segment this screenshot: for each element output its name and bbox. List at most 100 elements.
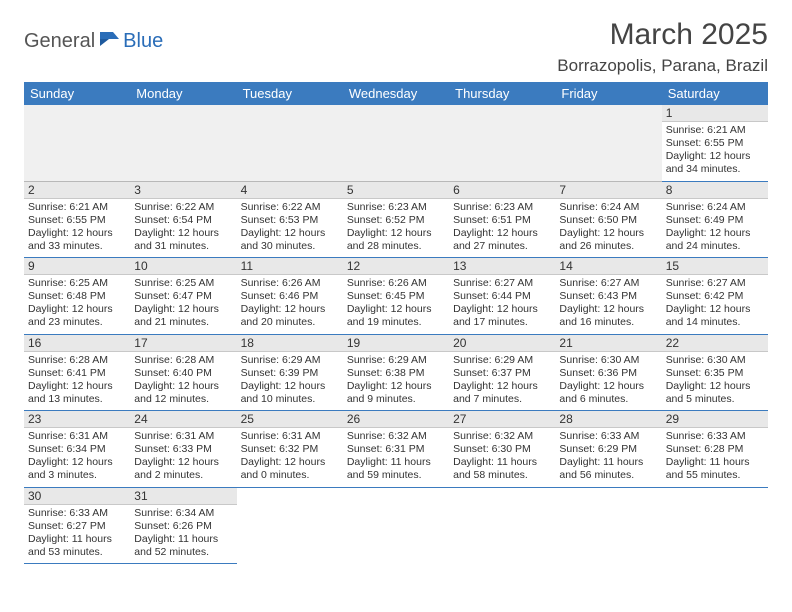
calendar-cell: 9Sunrise: 6:25 AMSunset: 6:48 PMDaylight… [24, 258, 130, 335]
day-number: 6 [449, 182, 555, 199]
sunset-line: Sunset: 6:55 PM [28, 214, 126, 227]
sunrise-line: Sunrise: 6:30 AM [666, 354, 764, 367]
sunset-line: Sunset: 6:32 PM [241, 443, 339, 456]
weekday-header: Sunday [24, 82, 130, 105]
calendar-cell: 2Sunrise: 6:21 AMSunset: 6:55 PMDaylight… [24, 181, 130, 258]
calendar-cell: 24Sunrise: 6:31 AMSunset: 6:33 PMDayligh… [130, 411, 236, 488]
sunset-line: Sunset: 6:46 PM [241, 290, 339, 303]
sunset-line: Sunset: 6:29 PM [559, 443, 657, 456]
sunset-line: Sunset: 6:36 PM [559, 367, 657, 380]
calendar-cell: 20 Sunrise: 6:29 AMSunset: 6:37 PMDayligh… [449, 334, 555, 411]
sunset-line: Sunset: 6:42 PM [666, 290, 764, 303]
calendar-cell: 23 Sunrise: 6:31 AMSunset: 6:34 PMDayligh… [24, 411, 130, 488]
daylight-line: Daylight: 12 hours and 2 minutes. [134, 456, 232, 482]
daylight-line: Daylight: 12 hours and 7 minutes. [453, 380, 551, 406]
daylight-line: Daylight: 11 hours and 52 minutes. [134, 533, 232, 559]
calendar-cell: 7Sunrise: 6:24 AMSunset: 6:50 PMDaylight… [555, 181, 661, 258]
day-number: 2 [24, 182, 130, 199]
sunrise-line: Sunrise: 6:27 AM [559, 277, 657, 290]
location: Borrazopolis, Parana, Brazil [557, 56, 768, 76]
day-number: 31 [130, 488, 236, 505]
sunset-line: Sunset: 6:38 PM [347, 367, 445, 380]
daylight-line: Daylight: 12 hours and 12 minutes. [134, 380, 232, 406]
sunrise-line: Sunrise: 6:26 AM [241, 277, 339, 290]
calendar-cell [555, 105, 661, 181]
logo: General Blue [24, 18, 163, 53]
daylight-line: Daylight: 12 hours and 16 minutes. [559, 303, 657, 329]
calendar-cell: 11Sunrise: 6:26 AMSunset: 6:46 PMDayligh… [237, 258, 343, 335]
calendar-cell: 27Sunrise: 6:32 AMSunset: 6:30 PMDayligh… [449, 411, 555, 488]
day-number: 3 [130, 182, 236, 199]
calendar-cell: 15 Sunrise: 6:27 AMSunset: 6:42 PMDayligh… [662, 258, 768, 335]
sunset-line: Sunset: 6:31 PM [347, 443, 445, 456]
day-number: 22 [662, 335, 768, 352]
day-number: 19 [343, 335, 449, 352]
day-number: 20 [449, 335, 555, 352]
title-block: March 2025 Borrazopolis, Parana, Brazil [557, 18, 768, 76]
calendar-cell: 29Sunrise: 6:33 AMSunset: 6:28 PMDayligh… [662, 411, 768, 488]
day-number: 10 [130, 258, 236, 275]
daylight-line: Daylight: 12 hours and 9 minutes. [347, 380, 445, 406]
day-number: 7 [555, 182, 661, 199]
daylight-line: Daylight: 12 hours and 21 minutes. [134, 303, 232, 329]
calendar-cell [237, 105, 343, 181]
sunrise-line: Sunrise: 6:31 AM [28, 430, 126, 443]
sunset-line: Sunset: 6:49 PM [666, 214, 764, 227]
calendar-cell [24, 105, 130, 181]
sunrise-line: Sunrise: 6:31 AM [241, 430, 339, 443]
calendar-cell: 18Sunrise: 6:29 AMSunset: 6:39 PMDayligh… [237, 334, 343, 411]
day-number: 15 [662, 258, 768, 275]
weekday-header: Monday [130, 82, 236, 105]
daylight-line: Daylight: 12 hours and 3 minutes. [28, 456, 126, 482]
sunset-line: Sunset: 6:33 PM [134, 443, 232, 456]
day-number: 21 [555, 335, 661, 352]
weekday-header: Saturday [662, 82, 768, 105]
sunset-line: Sunset: 6:54 PM [134, 214, 232, 227]
calendar-cell: 13Sunrise: 6:27 AMSunset: 6:44 PMDayligh… [449, 258, 555, 335]
sunset-line: Sunset: 6:52 PM [347, 214, 445, 227]
day-number: 4 [237, 182, 343, 199]
month-title: March 2025 [557, 18, 768, 52]
calendar-cell: 5Sunrise: 6:23 AMSunset: 6:52 PMDaylight… [343, 181, 449, 258]
sunrise-line: Sunrise: 6:29 AM [347, 354, 445, 367]
daylight-line: Daylight: 12 hours and 5 minutes. [666, 380, 764, 406]
sunrise-line: Sunrise: 6:29 AM [453, 354, 551, 367]
sunset-line: Sunset: 6:45 PM [347, 290, 445, 303]
sunrise-line: Sunrise: 6:27 AM [666, 277, 764, 290]
sunset-line: Sunset: 6:34 PM [28, 443, 126, 456]
sunrise-line: Sunrise: 6:33 AM [28, 507, 126, 520]
daylight-line: Daylight: 11 hours and 58 minutes. [453, 456, 551, 482]
daylight-line: Daylight: 12 hours and 34 minutes. [666, 150, 764, 176]
weekday-header: Wednesday [343, 82, 449, 105]
sunrise-line: Sunrise: 6:23 AM [347, 201, 445, 214]
calendar-cell: 17Sunrise: 6:28 AMSunset: 6:40 PMDayligh… [130, 334, 236, 411]
sunrise-line: Sunrise: 6:26 AM [347, 277, 445, 290]
sunset-line: Sunset: 6:41 PM [28, 367, 126, 380]
sunrise-line: Sunrise: 6:32 AM [347, 430, 445, 443]
sunset-line: Sunset: 6:37 PM [453, 367, 551, 380]
sunrise-line: Sunrise: 6:31 AM [134, 430, 232, 443]
calendar-cell [449, 105, 555, 181]
sunset-line: Sunset: 6:30 PM [453, 443, 551, 456]
sunrise-line: Sunrise: 6:33 AM [559, 430, 657, 443]
daylight-line: Daylight: 12 hours and 24 minutes. [666, 227, 764, 253]
daylight-line: Daylight: 12 hours and 20 minutes. [241, 303, 339, 329]
daylight-line: Daylight: 12 hours and 6 minutes. [559, 380, 657, 406]
calendar-cell: 4Sunrise: 6:22 AMSunset: 6:53 PMDaylight… [237, 181, 343, 258]
day-number: 23 [24, 411, 130, 428]
sunset-line: Sunset: 6:35 PM [666, 367, 764, 380]
day-number: 1 [662, 105, 768, 122]
calendar-body: 1Sunrise: 6:21 AMSunset: 6:55 PMDaylight… [24, 105, 768, 564]
daylight-line: Daylight: 12 hours and 30 minutes. [241, 227, 339, 253]
daylight-line: Daylight: 12 hours and 14 minutes. [666, 303, 764, 329]
calendar-cell: 8Sunrise: 6:24 AMSunset: 6:49 PMDaylight… [662, 181, 768, 258]
sunrise-line: Sunrise: 6:25 AM [28, 277, 126, 290]
sunrise-line: Sunrise: 6:23 AM [453, 201, 551, 214]
sunrise-line: Sunrise: 6:30 AM [559, 354, 657, 367]
daylight-line: Daylight: 11 hours and 56 minutes. [559, 456, 657, 482]
weekday-header: Friday [555, 82, 661, 105]
calendar-cell: 28Sunrise: 6:33 AMSunset: 6:29 PMDayligh… [555, 411, 661, 488]
flag-icon [99, 30, 121, 53]
daylight-line: Daylight: 12 hours and 28 minutes. [347, 227, 445, 253]
sunset-line: Sunset: 6:40 PM [134, 367, 232, 380]
